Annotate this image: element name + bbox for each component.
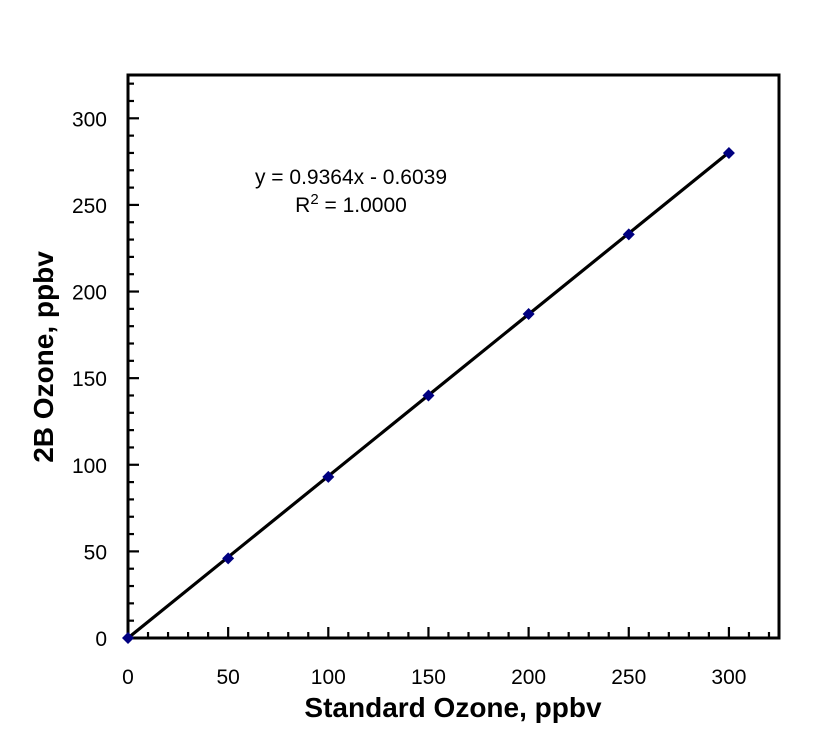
- axis-ticks: [126, 73, 781, 640]
- x-axis-title: Standard Ozone, ppbv: [304, 692, 602, 723]
- equation-text: y = 0.9364x - 0.6039: [255, 166, 447, 189]
- axis-tick-labels: 0 50 100 150 200 250 300 0 50 100 150 200 250 300: [72, 108, 746, 689]
- x-tick-label: 300: [711, 666, 746, 689]
- x-tick-label: 200: [511, 666, 546, 689]
- y-tick-label: 0: [95, 628, 107, 651]
- x-tick-label: 0: [122, 666, 134, 689]
- r-squared-value: = 1.0000: [319, 194, 407, 217]
- data-series: [122, 146, 735, 644]
- trendline-equation: y = 0.9364x - 0.6039 R2 = 1.0000: [255, 166, 447, 217]
- x-tick-label: 150: [411, 666, 446, 689]
- y-axis-title: 2B Ozone, ppbv: [28, 251, 59, 463]
- data-point-marker: [522, 308, 535, 321]
- x-tick-label: 100: [311, 666, 346, 689]
- r-squared-base: R: [295, 194, 310, 217]
- data-point-marker: [122, 632, 134, 644]
- plot-frame: [126, 73, 781, 640]
- y-tick-label: 300: [72, 108, 107, 131]
- x-tick-label: 250: [611, 666, 646, 689]
- y-tick-label: 200: [72, 282, 107, 305]
- r-squared-text: R2 = 1.0000: [295, 191, 407, 217]
- data-point-marker: [722, 146, 735, 159]
- data-point-marker: [322, 470, 335, 483]
- y-tick-label: 100: [72, 455, 107, 478]
- data-point-marker: [222, 552, 235, 565]
- r-squared-superscript: 2: [310, 191, 318, 208]
- y-tick-label: 50: [84, 541, 107, 564]
- data-point-marker: [422, 389, 435, 402]
- data-point-marker: [622, 228, 635, 241]
- x-tick-label: 50: [216, 666, 239, 689]
- y-tick-label: 150: [72, 368, 107, 391]
- y-tick-label: 250: [72, 195, 107, 218]
